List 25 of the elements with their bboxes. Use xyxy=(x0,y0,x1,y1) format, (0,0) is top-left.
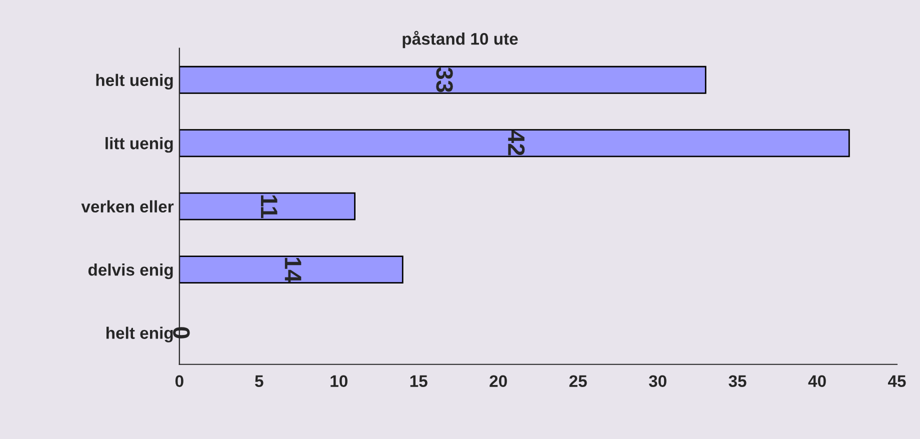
y-tick-label: helt uenig xyxy=(96,74,173,90)
bar xyxy=(179,256,404,284)
chart-title: påstand 10 ute xyxy=(402,30,518,48)
y-tick-label: helt enig xyxy=(106,326,173,342)
x-tick-label: 40 xyxy=(808,375,826,388)
x-tick-label: 25 xyxy=(569,375,587,388)
x-tick-label: 30 xyxy=(648,375,666,388)
data-label: 14 xyxy=(284,258,302,283)
bar xyxy=(179,66,706,94)
x-tick-label: 5 xyxy=(255,375,264,388)
y-tick-label: litt uenig xyxy=(106,137,173,153)
x-tick-label: 10 xyxy=(330,375,348,388)
bar xyxy=(179,192,356,220)
data-label: 0 xyxy=(173,327,190,338)
x-tick-label: 0 xyxy=(175,375,184,388)
data-label: 33 xyxy=(436,67,453,92)
x-tick-label: 15 xyxy=(410,375,428,388)
y-tick-label: delvis enig xyxy=(88,264,173,280)
x-tick-label: 45 xyxy=(888,375,906,388)
y-tick-label: verken eller xyxy=(81,200,174,213)
x-tick-label: 20 xyxy=(490,375,507,388)
data-label: 42 xyxy=(508,130,525,156)
bar xyxy=(179,129,850,158)
data-label: 11 xyxy=(261,195,278,218)
x-tick-label: 35 xyxy=(728,375,746,388)
